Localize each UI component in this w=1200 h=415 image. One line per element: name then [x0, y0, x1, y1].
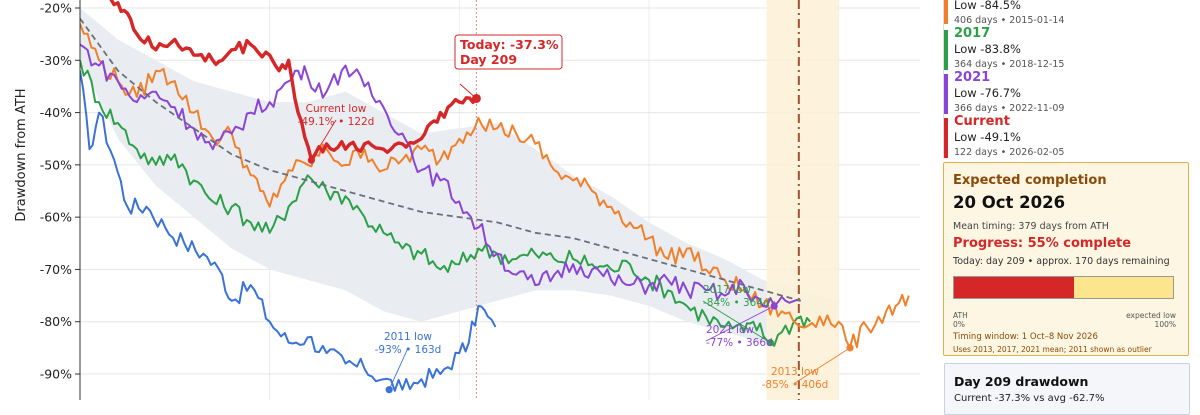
band-layer — [80, 8, 839, 343]
legend-color-bar — [944, 0, 948, 24]
annotation-value: -85% • 406d — [762, 379, 829, 391]
progress-axis-end: expected low 100% — [1126, 311, 1176, 329]
low-point-marker — [307, 156, 315, 164]
series-line-mean — [80, 17, 801, 302]
legend-low-days: 406 days • 2015-01-14 — [954, 15, 1065, 26]
annotation-leader — [702, 300, 771, 344]
low-point-marker — [846, 344, 854, 352]
annotation-title: 2013 low — [771, 366, 819, 378]
series-line-2011 — [80, 70, 497, 392]
y-axis: -20% -30% -40% -50% -60% -70% -80% -90% — [40, 0, 81, 400]
day-drawdown-compare: Current -37.3% vs avg -62.7% — [954, 393, 1105, 404]
today-note: Today: day 209 • approx. 170 days remain… — [953, 256, 1170, 267]
y-tick-label: -90% — [40, 367, 72, 382]
annotation-leader — [388, 347, 409, 390]
annotation-value: -77% • 366d — [706, 337, 773, 349]
annotation-value: -93% • 163d — [375, 344, 442, 356]
method-note: Uses 2013, 2017, 2021 mean; 2011 shown a… — [953, 345, 1152, 354]
legend-item-2017: 2017 Low -83.8% 364 days • 2018-12-15 — [944, 26, 1184, 72]
annotation-title: 2011 low — [384, 331, 432, 343]
annotation-leader — [705, 305, 775, 342]
day-drawdown-panel: Day 209 drawdown Current -37.3% vs avg -… — [944, 363, 1190, 415]
expected-title: Expected completion — [953, 173, 1107, 188]
legend-low-days: 364 days • 2018-12-15 — [954, 59, 1065, 70]
legend: Low -84.5% 406 days • 2015-01-14 2017 Lo… — [943, 0, 1191, 158]
legend-color-bar — [944, 74, 948, 114]
expected-date: 20 Oct 2026 — [953, 193, 1066, 212]
progress-bar-fill — [954, 277, 1075, 298]
annotation-title: 2021 low — [706, 324, 754, 336]
low-point-marker — [766, 339, 774, 347]
y-tick-label: -50% — [40, 157, 72, 172]
range-band — [80, 8, 839, 343]
legend-item-current: Current Low -49.1% 122 days • 2026-02-05 — [944, 114, 1184, 158]
annotation-title: 2017 low — [703, 284, 751, 296]
today-callout-box — [454, 34, 563, 70]
series-line-2021 — [80, 43, 801, 308]
legend-item-2021: 2021 Low -76.7% 366 days • 2022-11-09 — [944, 70, 1184, 116]
y-tick-label: -20% — [40, 1, 72, 16]
annotation-leader — [794, 347, 851, 384]
legend-low-value: Low -84.5% — [954, 0, 1021, 12]
legend-low-value: Low -83.8% — [954, 42, 1021, 56]
today-callout-day: Day 209 — [460, 52, 517, 67]
legend-low-days: 122 days • 2026-02-05 — [954, 147, 1065, 158]
legend-series-name: Current — [954, 114, 1010, 129]
legend-series-name: 2017 — [954, 26, 991, 41]
series-line-2017 — [80, 60, 811, 347]
timing-window-note: Timing window: 1 Oct–8 Nov 2026 — [953, 332, 1098, 342]
y-tick-label: -70% — [40, 262, 72, 277]
y-tick-label: -30% — [40, 53, 72, 68]
low-point-marker — [770, 302, 778, 310]
legend-low-value: Low -49.1% — [954, 130, 1021, 144]
progress-bar — [953, 276, 1174, 299]
annotation-layer: Current low-49.1% • 122d 2011 low-93% • 1… — [298, 34, 854, 394]
legend-color-bar — [944, 30, 948, 70]
y-tick-label: -80% — [40, 314, 72, 329]
legend-low-value: Low -76.7% — [954, 86, 1021, 100]
mean-timing: Mean timing: 379 days from ATH — [953, 221, 1109, 232]
annotation-value: -84% • 364d — [703, 297, 770, 309]
annotation-value: -49.1% • 122d — [298, 116, 375, 128]
y-axis-label: Drawdown from ATH — [14, 88, 29, 221]
y-tick-label: -60% — [40, 210, 72, 225]
progress-axis-start: ATH 0% — [953, 311, 968, 329]
today-callout-value: Today: -37.3% — [460, 37, 559, 52]
y-tick-label: -40% — [40, 105, 72, 120]
drawdown-chart: Current low-49.1% • 122d 2011 low-93% • 1… — [14, 0, 920, 400]
expected-completion-panel: Expected completion 20 Oct 2026 Mean tim… — [943, 162, 1189, 356]
annotation-title: Current low — [306, 103, 367, 115]
legend-low-days: 366 days • 2022-11-09 — [954, 103, 1065, 114]
annotation-leader — [311, 119, 337, 161]
legend-item-2013: Low -84.5% 406 days • 2015-01-14 — [944, 0, 1184, 26]
progress-label: Progress: 55% complete — [953, 236, 1132, 251]
low-point-marker — [385, 386, 393, 394]
today-point-marker — [471, 93, 481, 103]
legend-color-bar — [944, 118, 948, 158]
legend-series-name: 2021 — [954, 70, 991, 85]
series-line-current — [109, 0, 478, 162]
day-drawdown-title: Day 209 drawdown — [954, 374, 1089, 389]
timing-window-band — [766, 0, 839, 400]
